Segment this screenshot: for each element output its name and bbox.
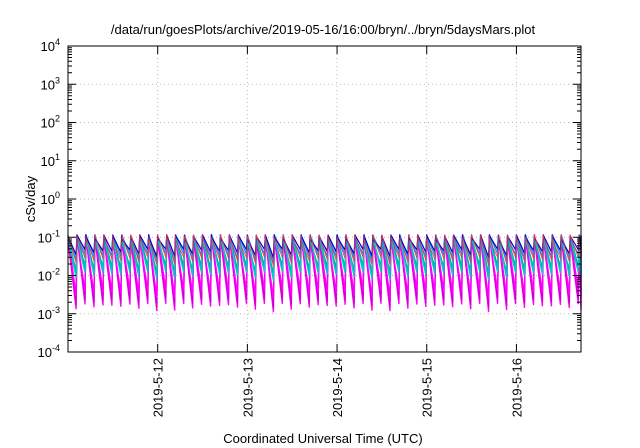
x-tick-label: 2019-5-14: [330, 358, 345, 417]
x-tick-label: 2019-5-12: [151, 358, 166, 417]
y-tick-label: 10-2: [38, 267, 60, 284]
x-tick-label: 2019-5-13: [240, 358, 255, 417]
chart-title: /data/run/goesPlots/archive/2019-05-16/1…: [111, 22, 536, 37]
y-tick-label: 10-1: [38, 228, 60, 245]
y-tick-label: 100: [41, 190, 60, 207]
x-axis-label: Coordinated Universal Time (UTC): [223, 431, 422, 446]
y-tick-label: 10-3: [38, 305, 60, 322]
y-tick-label: 104: [41, 37, 60, 54]
y-tick-label: 103: [41, 75, 60, 92]
y-tick-label: 101: [41, 152, 60, 169]
y-axis-label: cSv/day: [23, 175, 38, 222]
x-tick-label: 2019-5-16: [509, 358, 524, 417]
x-axis: 2019-5-12 2019-5-13 2019-5-14 2019-5-15 2019…: [151, 46, 524, 417]
grid: [68, 46, 581, 352]
series-line: [67, 234, 582, 267]
x-tick-label: 2019-5-15: [420, 358, 435, 417]
y-tick-label: 102: [41, 114, 60, 131]
series-group: [67, 234, 582, 313]
y-tick-label: 10-4: [38, 343, 60, 360]
y-axis: 10-4 10-3 10-2 10-1 100 101 102 103 104: [38, 37, 581, 360]
